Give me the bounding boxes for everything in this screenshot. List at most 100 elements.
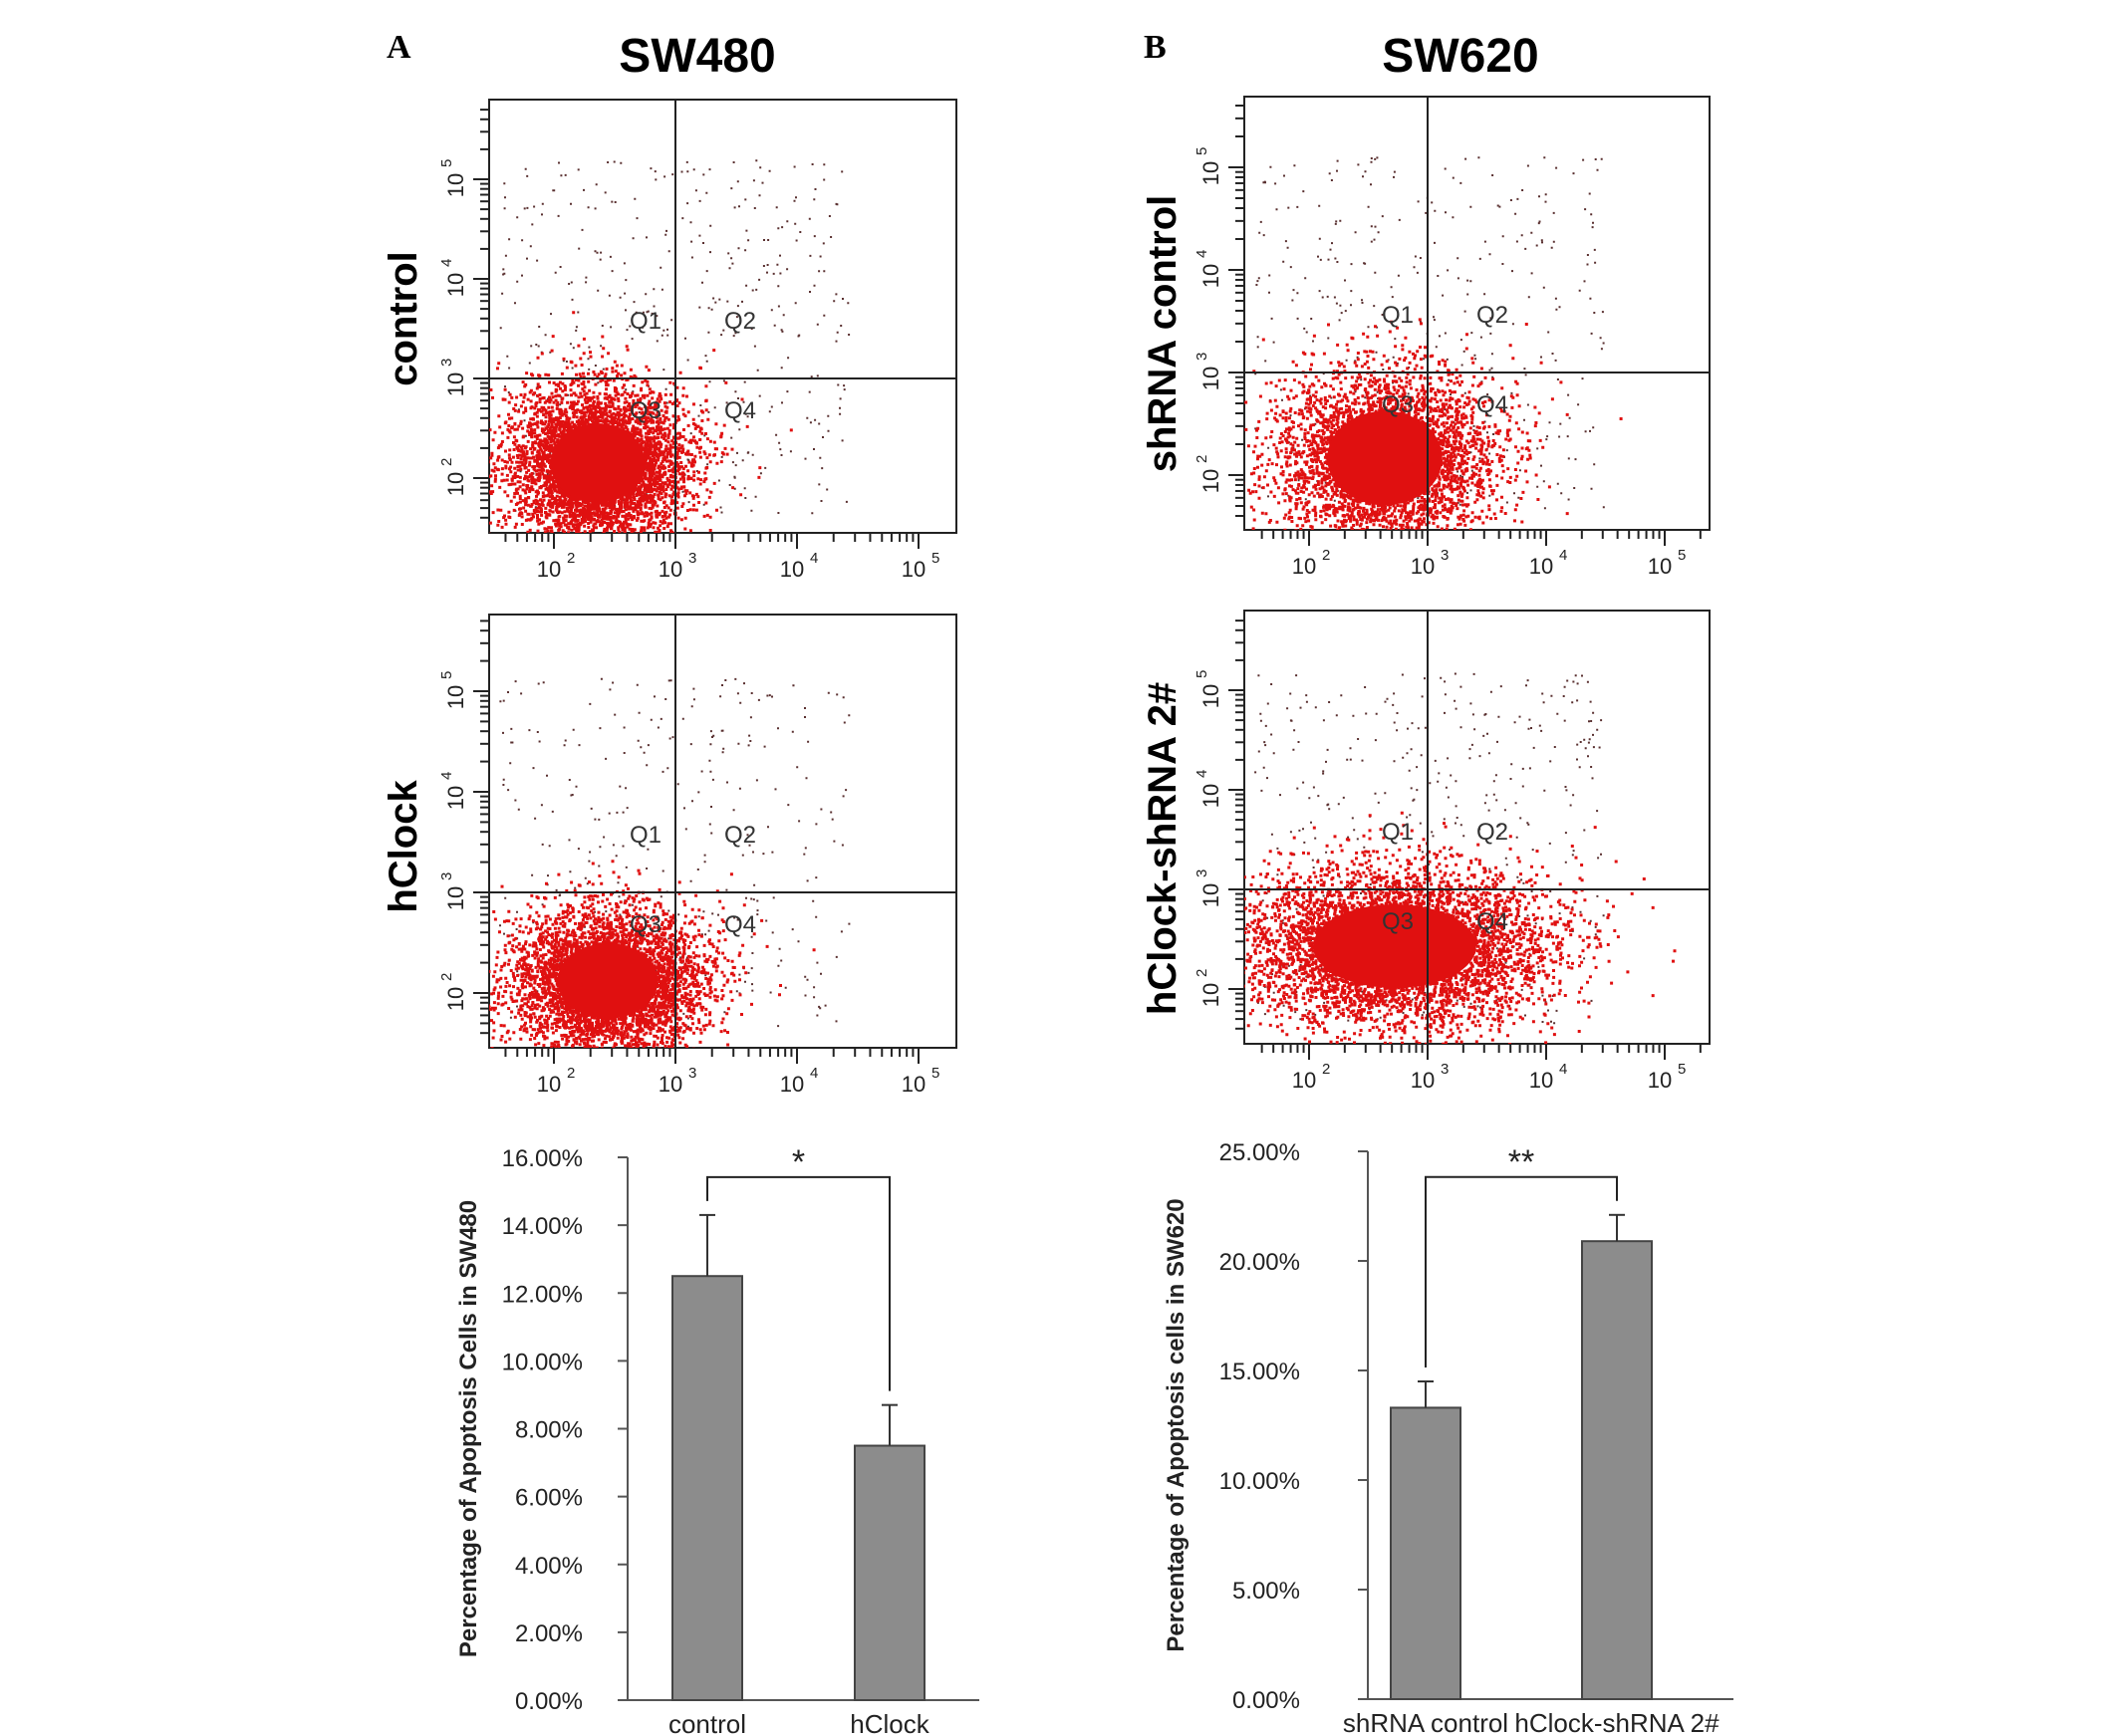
x-axis-ticks [504,1048,920,1064]
x-tick-exponent: 4 [1559,1061,1567,1078]
y-tick-label: 10.00% [1219,1468,1300,1495]
x-tick-label: 10 [659,557,682,582]
y-tick-label: 25.00% [1219,1139,1300,1166]
x-category-label: shRNA control [1343,1708,1508,1736]
x-category-label: hClock-shRNA 2# [1514,1708,1720,1736]
x-axis-ticks [1260,530,1702,546]
x-tick-exponent: 3 [1441,1061,1449,1078]
flow-plot-sw620-hclock-shrna: Q1 Q2 Q3 Q4 10 2 10 3 10 4 10 5 10 2 10 3 10 4 10 5 [1193,610,1711,1093]
x-category-label: control [668,1709,746,1736]
x-tick-label: 10 [1529,554,1553,579]
x-tick-label: 10 [1648,554,1672,579]
quadrant-label: Q3 [1382,908,1414,935]
x-tick-exponent: 5 [1678,1061,1686,1078]
y-axis-ticks [1228,104,1244,517]
dense-core [1313,904,1476,988]
flow-dots [1244,156,1623,530]
y-tick-exponent: 2 [438,973,455,981]
bar-chart-sw620: 0.00% 5.00% 10.00% 15.00% 20.00% 25.00% Percen… [1163,1139,1733,1736]
quadrant-label: Q1 [630,822,662,849]
y-tick-label: 0.00% [515,1688,583,1715]
x-tick-label: 10 [1529,1068,1553,1093]
y-tick-exponent: 4 [1193,770,1210,778]
significance-bracket [1425,1175,1618,1367]
x-tick-label: 10 [1292,554,1316,579]
quadrant-label: Q2 [1476,302,1508,329]
y-tick-label: 10 [443,886,468,910]
y-tick-label: 10 [443,273,468,297]
quadrant-label: Q3 [630,911,662,938]
bar-chart-sw480: 0.00% 2.00% 4.00% 6.00% 8.00% 10.00% 12.00% 14.… [455,1143,979,1736]
y-axis-label: Percentage of Apoptosis Cells in SW480 [455,1200,482,1657]
quadrant-label: Q2 [1476,819,1508,846]
bar [854,1444,926,1701]
y-tick-label: 4.00% [515,1553,583,1580]
y-tick-label: 10 [1198,264,1223,288]
y-tick-exponent: 2 [1193,455,1210,463]
x-tick-exponent: 3 [688,550,696,567]
x-tick-exponent: 4 [810,550,818,567]
row-label-hclock: hClock [382,780,425,913]
x-tick-exponent: 2 [567,550,575,567]
y-tick-label: 6.00% [515,1485,583,1512]
x-tick-label: 10 [1648,1068,1672,1093]
significance-bracket [706,1175,891,1391]
quadrant-label: Q4 [1476,391,1508,418]
significance-marker: * [792,1143,805,1181]
y-tick-exponent: 4 [438,772,455,780]
x-tick-exponent: 2 [1322,547,1330,564]
x-tick-exponent: 4 [810,1065,818,1082]
y-tick-exponent: 3 [438,359,455,367]
y-tick-label: 5.00% [1232,1578,1300,1605]
flow-plot-frame [1243,96,1711,531]
panel-a-title: SW480 [619,30,775,83]
bar [671,1275,743,1701]
x-tick-exponent: 4 [1559,547,1567,564]
quadrant-label: Q2 [724,822,756,849]
y-tick-exponent: 5 [438,671,455,679]
quadrant-label: Q1 [1382,302,1414,329]
y-tick-label: 10 [1198,983,1223,1007]
x-tick-exponent: 2 [567,1065,575,1082]
y-axis-label: Percentage of Apoptosis cells in SW620 [1163,1198,1190,1651]
x-tick-exponent: 5 [931,550,939,567]
bar [1390,1406,1461,1701]
x-tick-label: 10 [1411,554,1435,579]
dense-core [557,943,659,1019]
significance-marker: ** [1508,1143,1534,1181]
flow-plot-sw480-hclock: Q1 Q2 Q3 Q4 10 2 10 3 10 4 10 5 10 2 10 3 10 4 10 5 [438,614,957,1097]
x-tick-label: 10 [1411,1068,1435,1093]
y-tick-label: 10 [443,786,468,810]
x-tick-label: 10 [659,1072,682,1097]
y-axis-ticks [473,620,489,1035]
x-tick-label: 10 [780,1072,804,1097]
quadrant-label: Q3 [1382,391,1414,418]
y-tick-label: 2.00% [515,1620,583,1647]
x-category-label: hClock [850,1709,929,1736]
panel-b-title: SW620 [1382,30,1538,83]
y-axis-ticks [473,109,489,519]
y-tick-exponent: 5 [1193,670,1210,678]
row-label-hclock-shrna: hClock-shRNA 2# [1141,682,1185,1015]
y-tick-exponent: 3 [1193,353,1210,361]
y-tick-label: 12.00% [502,1281,583,1308]
y-tick-exponent: 4 [1193,250,1210,258]
bar [1581,1240,1653,1700]
x-tick-label: 10 [1292,1068,1316,1093]
y-tick-label: 8.00% [515,1417,583,1444]
y-tick-label: 0.00% [1232,1687,1300,1714]
y-tick-exponent: 2 [438,458,455,466]
quadrant-label: Q2 [724,308,756,335]
row-label-shrna-control: shRNA control [1141,195,1185,473]
dense-dots [1244,811,1677,1044]
y-tick-label: 10 [443,685,468,709]
y-tick-label: 10 [1198,883,1223,907]
x-axis-ticks [504,533,920,549]
flow-plot-sw620-shrna-control: Q1 Q2 Q3 Q4 10 2 10 3 10 4 10 5 10 2 10 3 10 4 10 5 [1193,96,1711,579]
dense-core [550,423,646,503]
row-label-control: control [382,251,425,386]
y-tick-label: 10 [443,372,468,396]
y-tick-exponent: 3 [1193,869,1210,877]
x-tick-label: 10 [902,1072,926,1097]
